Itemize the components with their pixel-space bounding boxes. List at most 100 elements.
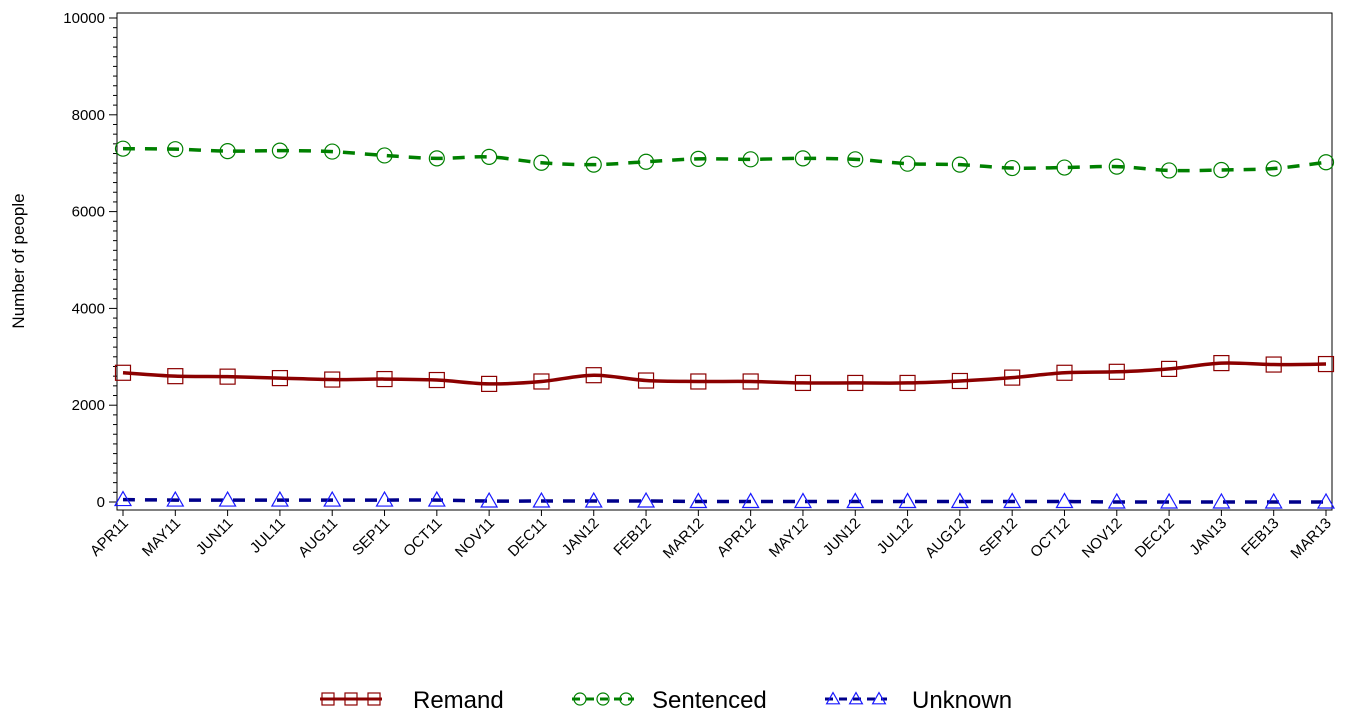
data-point-sentenced [1004, 159, 1021, 177]
x-tick-label: APR12 [714, 515, 760, 561]
data-point-sentenced [481, 148, 498, 166]
y-tick-label: 2000 [72, 397, 105, 414]
data-point-remand [1213, 354, 1230, 372]
x-tick-label: JUN12 [820, 515, 864, 559]
data-point-unknown [427, 490, 446, 507]
data-point-unknown [898, 492, 917, 509]
data-point-remand [481, 375, 498, 393]
data-point-sentenced [1265, 160, 1282, 177]
data-point-sentenced [742, 151, 759, 168]
x-tick-label: FEB12 [610, 515, 654, 559]
legend-marker [596, 692, 610, 706]
data-point-sentenced [637, 153, 655, 170]
data-point-remand [167, 368, 184, 385]
data-point-sentenced [1056, 159, 1073, 176]
data-point-unknown [113, 490, 133, 507]
x-tick-label: JUL12 [874, 515, 917, 558]
data-point-unknown [1316, 492, 1336, 509]
legend-label-sentenced: Sentenced [652, 687, 767, 714]
legend-marker [367, 692, 381, 706]
data-point-sentenced [847, 151, 864, 168]
data-point-unknown [166, 490, 185, 507]
data-point-unknown [270, 490, 289, 507]
y-tick-label: 4000 [72, 300, 105, 317]
data-point-remand [847, 374, 864, 392]
x-tick-label: JAN12 [559, 515, 603, 559]
data-point-remand [271, 369, 289, 387]
data-point-remand [742, 373, 759, 390]
x-tick-label: OCT11 [400, 515, 445, 560]
legend-marker [619, 692, 633, 706]
data-point-sentenced [428, 150, 445, 167]
y-tick-label: 6000 [72, 204, 105, 221]
data-point-unknown [1264, 492, 1283, 509]
data-point-sentenced [951, 156, 968, 173]
data-point-unknown [846, 492, 865, 509]
data-point-sentenced [690, 150, 707, 167]
data-point-remand [376, 370, 393, 388]
x-tick-label: FEB13 [1238, 515, 1282, 559]
data-point-sentenced [1317, 154, 1335, 171]
data-point-sentenced [1108, 158, 1125, 175]
data-point-unknown [741, 492, 760, 509]
data-point-remand [1108, 363, 1125, 380]
data-point-remand [428, 371, 445, 389]
data-point-sentenced [376, 147, 393, 164]
data-point-unknown [1160, 492, 1179, 509]
data-point-unknown [218, 490, 237, 507]
x-tick-label: DEC11 [505, 515, 550, 560]
x-tick-label: OCT12 [1027, 515, 1073, 561]
x-tick-label: JUN11 [193, 515, 237, 559]
data-point-remand [951, 372, 968, 390]
legend-symbol-unknown [825, 691, 887, 705]
data-point-remand [324, 371, 341, 388]
legend-marker [573, 692, 587, 706]
data-point-unknown [637, 491, 656, 508]
data-point-remand [1056, 364, 1073, 381]
data-point-unknown [480, 491, 499, 508]
y-axis: 0 2000 4000 6000 8000 10000 [63, 10, 117, 511]
data-point-remand [1004, 369, 1021, 386]
data-point-unknown [793, 492, 812, 509]
x-tick-label: MAR12 [660, 515, 707, 562]
data-point-remand [899, 374, 916, 392]
x-tick-label: NOV12 [1079, 515, 1126, 562]
series-line-sentenced [122, 146, 1327, 173]
legend-marker [871, 691, 887, 705]
series-line-remand [122, 361, 1327, 386]
data-point-sentenced [324, 143, 341, 160]
x-tick-label: SEP12 [976, 515, 1021, 560]
data-point-remand [585, 367, 602, 384]
series-layer [113, 140, 1336, 509]
x-tick-label: APR11 [87, 515, 132, 560]
data-point-remand [637, 372, 655, 389]
legend-marker [344, 692, 358, 706]
data-point-unknown [1107, 492, 1126, 509]
x-tick-label: MAY12 [766, 515, 812, 561]
data-point-unknown [689, 492, 708, 509]
data-point-unknown [1055, 492, 1074, 509]
legend: Remand Sentenced Unknown [320, 687, 1012, 714]
y-tick-label: 10000 [63, 10, 105, 27]
data-point-sentenced [533, 154, 550, 171]
data-point-sentenced [1213, 161, 1230, 179]
legend-marker [321, 692, 335, 706]
legend-symbol-sentenced [572, 692, 634, 706]
data-point-sentenced [271, 142, 289, 159]
data-point-sentenced [899, 155, 916, 172]
data-point-sentenced [114, 140, 132, 157]
data-point-unknown [950, 492, 969, 509]
data-point-sentenced [219, 143, 236, 160]
x-tick-label: AUG11 [295, 515, 341, 561]
y-tick-label: 8000 [72, 107, 105, 124]
x-axis: APR11 MAY11 JUN11 JUL11 AUG11 SEP11 OCT11 NOV11… [87, 510, 1335, 562]
x-tick-label: SEP11 [349, 515, 393, 559]
data-point-sentenced [585, 156, 602, 173]
legend-label-unknown: Unknown [912, 687, 1012, 714]
x-tick-label: MAY11 [139, 515, 184, 560]
x-tick-label: JAN13 [1186, 515, 1230, 559]
data-point-remand [794, 374, 812, 392]
data-point-unknown [532, 491, 551, 508]
x-tick-label: NOV11 [452, 515, 498, 561]
